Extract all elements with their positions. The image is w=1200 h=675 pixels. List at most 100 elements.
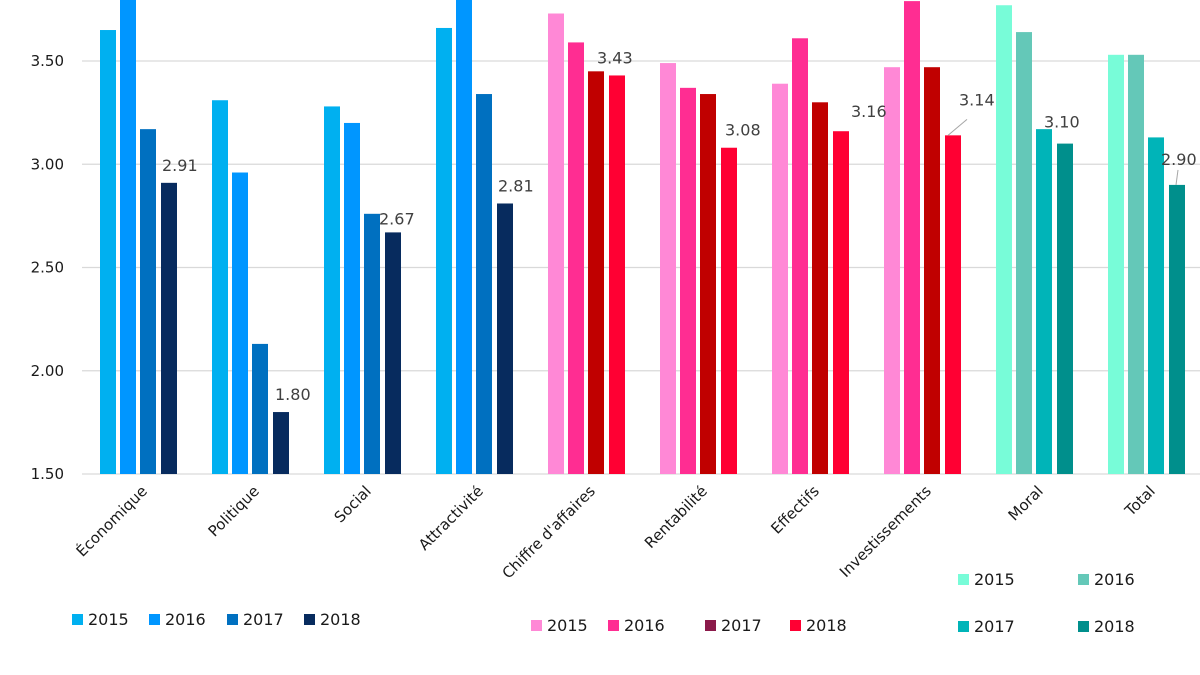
legend-swatch	[958, 621, 969, 632]
legend-teal: 2015 2016 2017 2018	[958, 570, 1135, 636]
bar-investissements-2018	[945, 135, 961, 474]
x-tick-label: Social	[331, 482, 375, 526]
bar-chiffre-d-affaires-2018	[609, 75, 625, 474]
legend-label: 2018	[1094, 617, 1135, 636]
legend-swatch	[790, 620, 801, 631]
bar-investissements-2015	[884, 67, 900, 474]
bar-chiffre-d-affaires-2017	[588, 71, 604, 474]
bar-politique-2016	[232, 172, 248, 474]
bar-social-2018	[385, 232, 401, 474]
data-label: 3.10	[1044, 113, 1080, 132]
bar-chiffre-d-affaires-2015	[548, 13, 564, 474]
bar-moral-2015	[996, 5, 1012, 475]
bar-moral-2018	[1057, 143, 1073, 474]
data-label: 1.80	[275, 385, 311, 404]
x-tick-label: Chiffre d'affaires	[499, 482, 599, 582]
bar-rentabilit--2018	[721, 147, 737, 475]
legend-swatch	[1078, 621, 1089, 632]
legend-label: 2017	[243, 610, 284, 629]
bar--conomique-2017	[140, 129, 156, 474]
legends: 2015 2016 2017 2018 2015 2016 2017 2018 2015 2016…	[72, 570, 1135, 636]
bar-attractivit--2015	[436, 27, 452, 475]
data-label: 2.81	[498, 176, 534, 195]
bar-politique-2018	[273, 412, 289, 474]
gridlines	[82, 60, 1200, 475]
legend-label: 2015	[547, 616, 588, 635]
bar-effectifs-2017	[812, 102, 828, 475]
legend-label: 2015	[88, 610, 129, 629]
legend-label: 2018	[320, 610, 361, 629]
bars	[100, 0, 1185, 475]
legend-swatch	[149, 614, 160, 625]
data-label: 2.90	[1161, 150, 1197, 169]
x-axis: Économique Politique Social Attractivité Chi…	[72, 481, 1159, 582]
bar-attractivit--2018	[497, 203, 513, 475]
bar-chiffre-d-affaires-2016	[568, 42, 584, 474]
bar--conomique-2015	[100, 30, 116, 475]
bar-social-2016	[344, 122, 360, 474]
bar-rentabilit--2015	[660, 63, 676, 474]
data-label: 3.14	[959, 90, 995, 109]
y-tick-label: 1.50	[31, 465, 64, 483]
legend-label: 2016	[1094, 570, 1135, 589]
legend-label: 2016	[624, 616, 665, 635]
bar-total-2017	[1148, 137, 1164, 474]
legend-blue: 2015 2016 2017 2018	[72, 610, 361, 629]
legend-label: 2018	[806, 616, 847, 635]
x-tick-label: Attractivité	[415, 482, 487, 554]
legend-label: 2016	[165, 610, 206, 629]
y-axis: 1.50 2.00 2.50 3.00 3.50	[31, 52, 64, 483]
bar-attractivit--2016	[456, 0, 472, 474]
bar-effectifs-2016	[792, 38, 808, 474]
y-tick-label: 2.00	[31, 362, 64, 380]
legend-swatch	[72, 614, 83, 625]
legend-swatch	[705, 620, 716, 631]
x-tick-label: Économique	[72, 481, 151, 560]
x-tick-label: Investissements	[836, 482, 935, 581]
bar-investissements-2017	[924, 67, 940, 474]
bar-attractivit--2017	[476, 94, 492, 474]
bar-politique-2017	[252, 343, 268, 474]
legend-label: 2017	[721, 616, 762, 635]
y-tick-label: 2.50	[31, 259, 64, 277]
leader-line	[1175, 169, 1179, 185]
bar-total-2015	[1108, 54, 1124, 475]
leader-line	[947, 118, 968, 136]
legend-label: 2015	[974, 570, 1015, 589]
bar-moral-2017	[1036, 129, 1052, 474]
bar-effectifs-2015	[772, 83, 788, 474]
x-tick-label: Total	[1121, 482, 1159, 520]
x-tick-label: Moral	[1005, 482, 1047, 524]
bar-investissements-2016	[904, 1, 920, 475]
legend-swatch	[531, 620, 542, 631]
bar-rentabilit--2017	[700, 94, 716, 474]
x-tick-label: Effectifs	[767, 482, 823, 538]
legend-red: 2015 2016 2017 2018	[531, 616, 847, 635]
bar-social-2017	[364, 213, 380, 474]
bar-effectifs-2018	[833, 131, 849, 474]
x-tick-label: Politique	[205, 482, 263, 540]
bar--conomique-2018	[161, 182, 177, 474]
data-label: 2.91	[162, 156, 198, 175]
bar-social-2015	[324, 106, 340, 475]
bar-politique-2015	[212, 100, 228, 475]
y-tick-label: 3.00	[31, 155, 64, 173]
data-label: 2.67	[379, 209, 415, 228]
data-label: 3.16	[851, 102, 887, 121]
data-label: 3.08	[725, 121, 761, 140]
bar--conomique-2016	[120, 0, 136, 474]
x-tick-label: Rentabilité	[641, 482, 711, 552]
data-labels: 2.91 1.80 2.67 2.81 3.43 3.08 3.16 3.14 3.10 2.90	[162, 48, 1197, 404]
legend-swatch	[304, 614, 315, 625]
y-tick-label: 3.50	[31, 52, 64, 70]
legend-swatch	[1078, 574, 1089, 585]
legend-swatch	[608, 620, 619, 631]
legend-swatch	[227, 614, 238, 625]
bar-moral-2016	[1016, 32, 1032, 475]
bar-rentabilit--2016	[680, 87, 696, 474]
legend-swatch	[958, 574, 969, 585]
bar-total-2018	[1169, 184, 1185, 474]
legend-label: 2017	[974, 617, 1015, 636]
bar-total-2016	[1128, 54, 1144, 475]
